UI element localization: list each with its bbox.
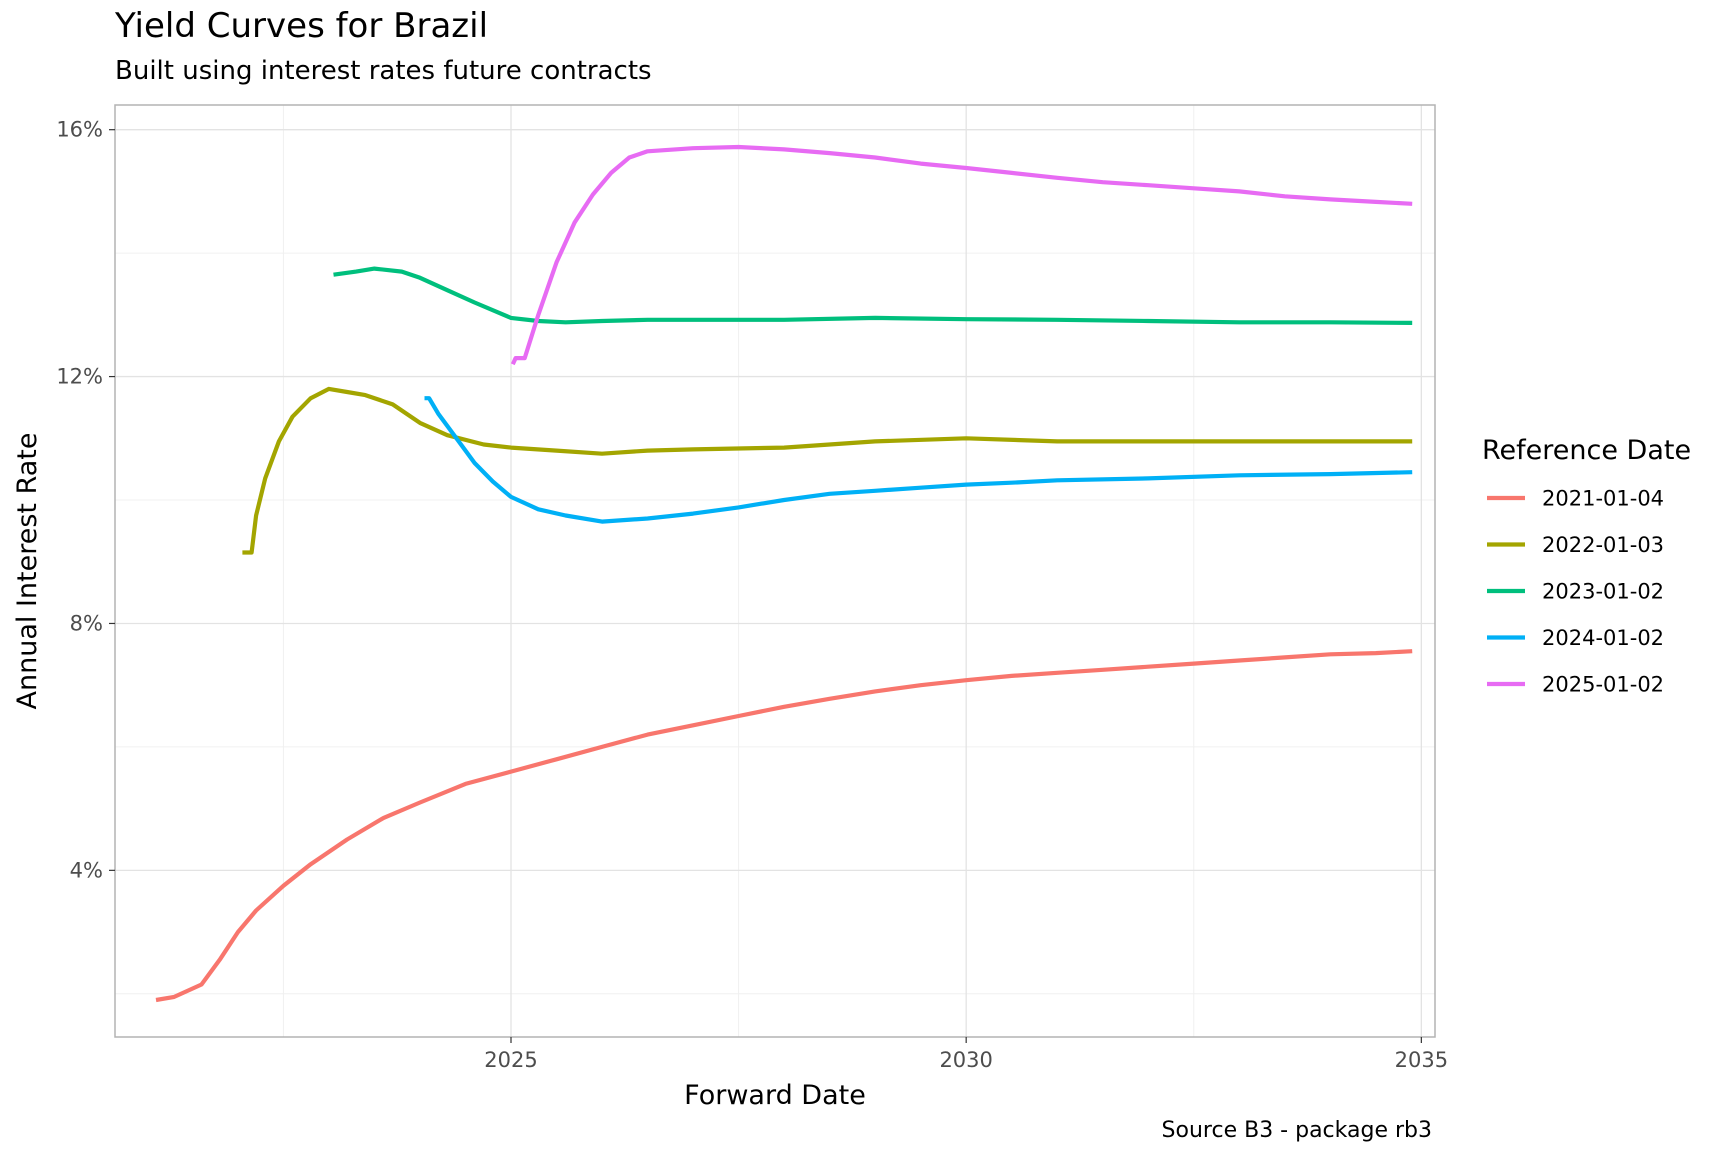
legend-label-2022-01-03: 2022-01-03	[1542, 533, 1664, 557]
y-axis-ticks: 4% 8% 12% 16%	[56, 118, 115, 882]
legend-label-2023-01-02: 2023-01-02	[1542, 580, 1664, 604]
series-lines	[155, 144, 1413, 1003]
chart-title: Yield Curves for Brazil	[115, 6, 489, 46]
plot-panel-border	[114, 104, 1436, 1038]
grid-major	[115, 105, 1435, 1037]
series-line-2023-01-02	[333, 266, 1413, 325]
grid-minor	[115, 105, 1435, 1037]
x-tick-label: 2025	[484, 1048, 537, 1072]
legend[interactable]: Reference Date 2021-01-04 2022-01-03 2023-…	[1482, 435, 1691, 697]
legend-label-2021-01-04: 2021-01-04	[1542, 487, 1664, 511]
y-tick-label: 4%	[70, 858, 103, 882]
legend-label-2025-01-02: 2025-01-02	[1542, 673, 1664, 697]
legend-title: Reference Date	[1482, 435, 1691, 466]
x-axis-title: Forward Date	[684, 1080, 866, 1111]
x-tick-label: 2035	[1395, 1048, 1448, 1072]
y-tick-label: 12%	[56, 365, 103, 389]
series-line-2022-01-03	[242, 386, 1413, 555]
x-tick-label: 2030	[939, 1048, 992, 1072]
legend-label-2024-01-02: 2024-01-02	[1542, 626, 1664, 650]
y-tick-label: 8%	[70, 611, 103, 635]
chart-subtitle: Built using interest rates future contra…	[115, 56, 652, 86]
series-line-2021-01-04	[155, 649, 1413, 1003]
x-axis-ticks: 2025 2030 2035	[484, 1037, 1448, 1072]
y-tick-label: 16%	[56, 118, 103, 142]
series-line-2025-01-02	[510, 144, 1413, 366]
chart-caption: Source B3 - package rb3	[1161, 1118, 1432, 1143]
y-axis-title: Annual Interest Rate	[12, 433, 43, 710]
series-line-2024-01-02	[424, 396, 1413, 524]
